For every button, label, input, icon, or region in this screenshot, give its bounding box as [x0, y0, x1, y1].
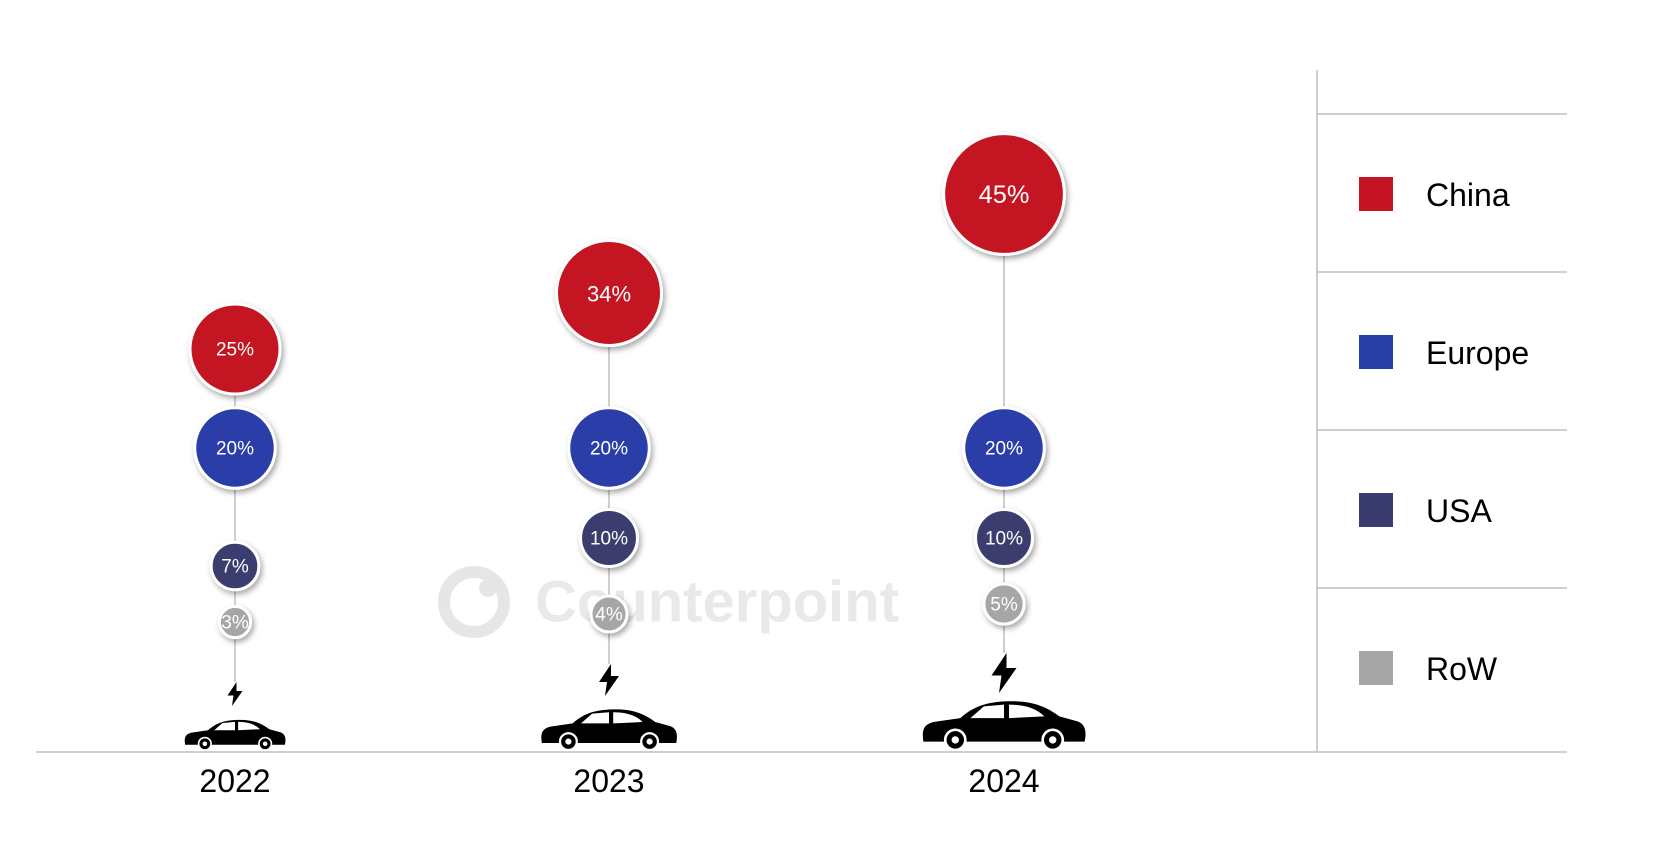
year-column-2024: 5% 10% 20% 45% 2024	[921, 132, 1087, 799]
bubble-circle	[974, 508, 1034, 568]
legend-label: USA	[1426, 493, 1492, 529]
bubble-circle	[589, 594, 629, 634]
bubble-europe-2022: 20%	[193, 406, 277, 490]
bubble-usa-2022: 7%	[209, 540, 261, 592]
bubble-circle	[962, 406, 1046, 490]
bubble-circle	[942, 132, 1066, 256]
watermark-text: Counterpoint	[535, 570, 899, 635]
counterpoint-logo-dot	[479, 579, 497, 597]
bubble-value-label: 34%	[587, 282, 631, 307]
year-column-2022: 3% 7% 20% 25% 2022	[183, 302, 287, 799]
bubble-row-2023: 4%	[589, 594, 629, 634]
legend-item-europe: Europe	[1359, 335, 1529, 371]
legend-swatch	[1359, 177, 1393, 211]
bubble-value-label: 4%	[595, 605, 623, 626]
year-columns: 3% 7% 20% 25% 2022 4% 10% 20% 34% 2023 5% 10% 20% 45%…	[183, 132, 1087, 799]
bubble-circle	[193, 406, 277, 490]
bubble-circle	[209, 540, 261, 592]
legend: China Europe USA RoW	[1359, 177, 1529, 687]
bubble-value-label: 20%	[590, 439, 628, 460]
bubble-value-label: 20%	[985, 439, 1023, 460]
lightning-bolt-icon	[227, 682, 243, 706]
bubble-value-label: 45%	[979, 181, 1030, 209]
legend-item-china: China	[1359, 177, 1510, 213]
bubble-china-2022: 25%	[188, 302, 282, 396]
bubble-row-2024: 5%	[982, 582, 1026, 626]
bubble-value-label: 20%	[216, 439, 254, 460]
lightning-bolt-icon	[599, 664, 619, 696]
legend-item-row: RoW	[1359, 651, 1498, 687]
legend-separators	[1317, 113, 1567, 589]
electric-car-icon	[540, 708, 679, 750]
bubble-circle	[217, 604, 253, 640]
legend-label: China	[1426, 177, 1510, 213]
bubble-value-label: 10%	[590, 529, 628, 550]
bubble-usa-2024: 10%	[974, 508, 1034, 568]
legend-label: Europe	[1426, 335, 1529, 371]
bubble-value-label: 5%	[990, 595, 1018, 616]
x-tick-label-2024: 2024	[968, 763, 1039, 799]
electric-car-icon	[921, 699, 1087, 750]
x-tick-label-2022: 2022	[199, 763, 270, 799]
bubble-europe-2023: 20%	[567, 406, 651, 490]
counterpoint-logo-icon	[438, 566, 510, 638]
bubble-usa-2023: 10%	[579, 508, 639, 568]
legend-swatch	[1359, 493, 1393, 527]
bubble-china-2024: 45%	[942, 132, 1066, 256]
bubble-circle	[188, 302, 282, 396]
legend-item-usa: USA	[1359, 493, 1492, 529]
x-tick-label-2023: 2023	[573, 763, 644, 799]
bubble-value-label: 7%	[221, 557, 249, 578]
bubble-value-label: 10%	[985, 529, 1023, 550]
bubble-circle	[567, 406, 651, 490]
bubble-circle	[982, 582, 1026, 626]
electric-car-icon	[183, 719, 287, 750]
counterpoint-watermark: Counterpoint	[438, 566, 899, 638]
bubble-value-label: 3%	[221, 613, 249, 634]
year-column-2023: 4% 10% 20% 34% 2023	[540, 239, 679, 799]
bubble-circle	[555, 239, 663, 347]
bubble-china-2023: 34%	[555, 239, 663, 347]
bubble-europe-2024: 20%	[962, 406, 1046, 490]
legend-label: RoW	[1426, 651, 1498, 687]
lightning-bolt-icon	[991, 653, 1017, 693]
bubble-value-label: 25%	[216, 340, 254, 361]
legend-swatch	[1359, 335, 1393, 369]
bubble-row-2022: 3%	[217, 604, 253, 640]
bubble-circle	[579, 508, 639, 568]
legend-swatch	[1359, 651, 1393, 685]
